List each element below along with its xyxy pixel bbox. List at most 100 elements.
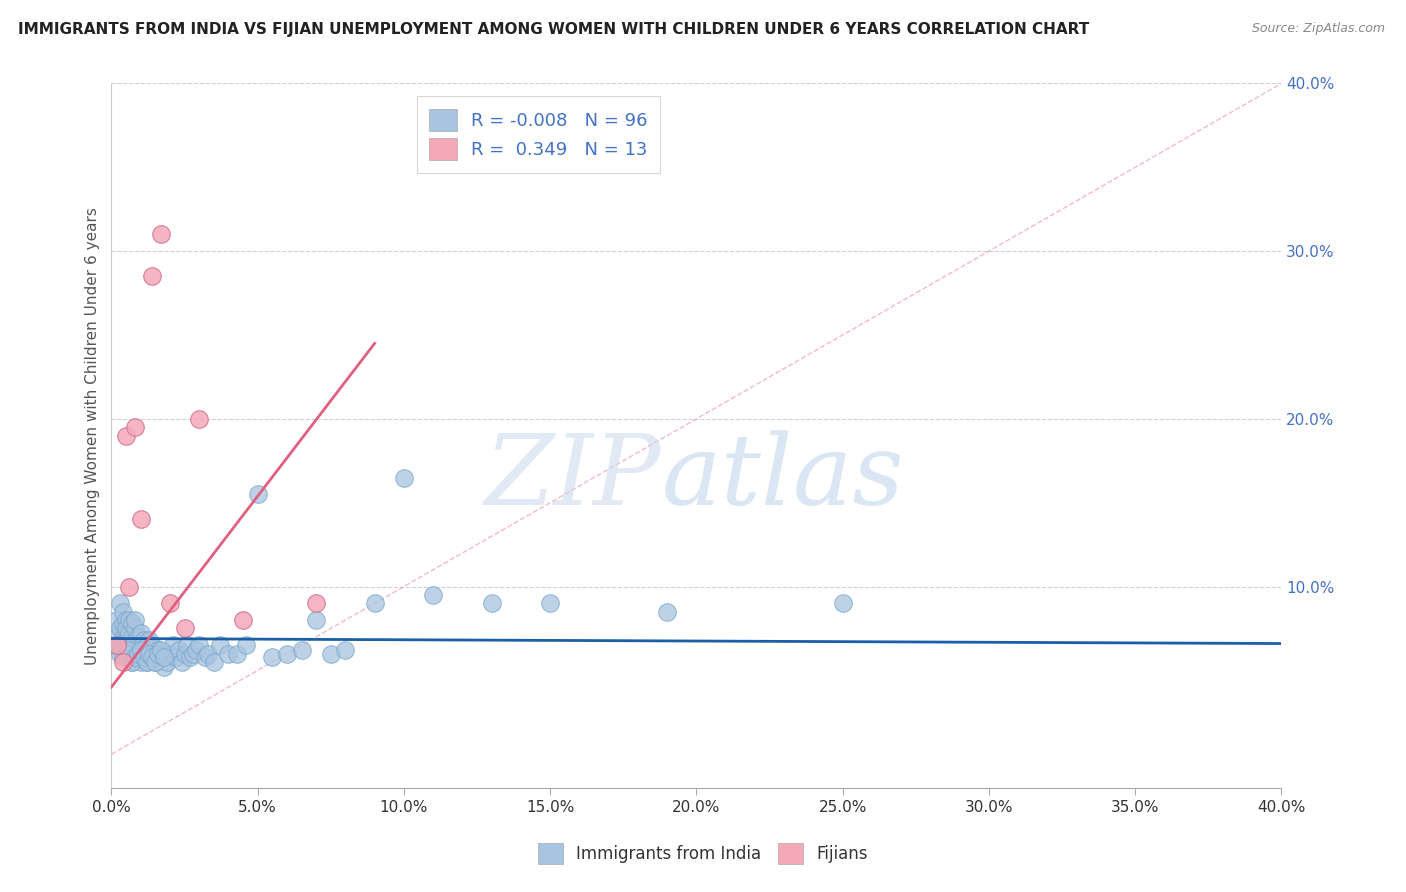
Point <box>232 613 254 627</box>
Point <box>305 596 328 610</box>
Point <box>112 616 135 631</box>
Point <box>129 512 152 526</box>
Point <box>124 647 146 661</box>
Point <box>108 647 131 661</box>
Point <box>105 638 128 652</box>
Point <box>135 655 157 669</box>
Point <box>176 638 198 652</box>
Point <box>127 630 149 644</box>
Point <box>538 596 561 610</box>
Point <box>112 638 135 652</box>
Text: IMMIGRANTS FROM INDIA VS FIJIAN UNEMPLOYMENT AMONG WOMEN WITH CHILDREN UNDER 6 Y: IMMIGRANTS FROM INDIA VS FIJIAN UNEMPLOY… <box>18 22 1090 37</box>
Point <box>246 487 269 501</box>
Point <box>121 616 143 631</box>
Point <box>141 649 163 664</box>
Point <box>108 596 131 610</box>
Point <box>186 643 208 657</box>
Point <box>141 269 163 284</box>
Point <box>153 660 176 674</box>
Point <box>150 643 173 657</box>
Point <box>165 649 187 664</box>
Point <box>124 420 146 434</box>
Point <box>202 655 225 669</box>
Point <box>112 649 135 664</box>
Point <box>135 655 157 669</box>
Point <box>124 633 146 648</box>
Point <box>115 428 138 442</box>
Point <box>127 649 149 664</box>
Point <box>115 647 138 661</box>
Point <box>143 655 166 669</box>
Point <box>118 638 141 652</box>
Point <box>127 643 149 657</box>
Point <box>112 605 135 619</box>
Point <box>118 580 141 594</box>
Text: ZIP: ZIP <box>485 430 661 525</box>
Point <box>335 643 357 657</box>
Point <box>159 647 181 661</box>
Legend: Immigrants from India, Fijians: Immigrants from India, Fijians <box>531 837 875 871</box>
Point <box>135 638 157 652</box>
Point <box>188 638 211 652</box>
Point <box>138 647 160 661</box>
Point <box>115 622 138 636</box>
Point <box>141 638 163 652</box>
Point <box>118 643 141 657</box>
Point <box>217 647 239 661</box>
Point <box>153 649 176 664</box>
Point <box>290 643 312 657</box>
Point <box>129 643 152 657</box>
Point <box>170 655 193 669</box>
Legend: R = -0.008   N = 96, R =  0.349   N = 13: R = -0.008 N = 96, R = 0.349 N = 13 <box>416 96 659 172</box>
Point <box>226 647 249 661</box>
Point <box>197 647 219 661</box>
Point <box>129 626 152 640</box>
Point <box>132 649 155 664</box>
Point <box>173 622 195 636</box>
Point <box>179 649 201 664</box>
Point <box>181 647 204 661</box>
Point <box>115 633 138 648</box>
Point <box>235 638 257 652</box>
Point <box>121 655 143 669</box>
Text: atlas: atlas <box>661 430 904 525</box>
Point <box>103 638 125 652</box>
Point <box>167 643 190 657</box>
Point <box>127 647 149 661</box>
Point <box>143 655 166 669</box>
Point <box>115 626 138 640</box>
Point <box>150 227 173 242</box>
Point <box>108 622 131 636</box>
Point <box>121 655 143 669</box>
Point <box>124 622 146 636</box>
Point <box>112 655 135 669</box>
Point <box>108 638 131 652</box>
Point <box>831 596 853 610</box>
Point <box>422 588 444 602</box>
Point <box>363 596 385 610</box>
Point <box>392 470 415 484</box>
Point <box>150 649 173 664</box>
Point <box>262 649 284 664</box>
Point <box>138 633 160 648</box>
Text: Source: ZipAtlas.com: Source: ZipAtlas.com <box>1251 22 1385 36</box>
Point <box>657 605 679 619</box>
Point <box>276 647 298 661</box>
Y-axis label: Unemployment Among Women with Children Under 6 years: Unemployment Among Women with Children U… <box>86 207 100 665</box>
Point <box>305 613 328 627</box>
Point <box>148 643 170 657</box>
Point <box>135 647 157 661</box>
Point <box>129 655 152 669</box>
Point <box>173 647 195 661</box>
Point <box>115 647 138 661</box>
Point <box>194 649 217 664</box>
Point <box>132 633 155 648</box>
Point <box>129 638 152 652</box>
Point <box>143 647 166 661</box>
Point <box>481 596 503 610</box>
Point <box>188 412 211 426</box>
Point <box>159 596 181 610</box>
Point <box>118 613 141 627</box>
Point <box>118 626 141 640</box>
Point <box>208 638 231 652</box>
